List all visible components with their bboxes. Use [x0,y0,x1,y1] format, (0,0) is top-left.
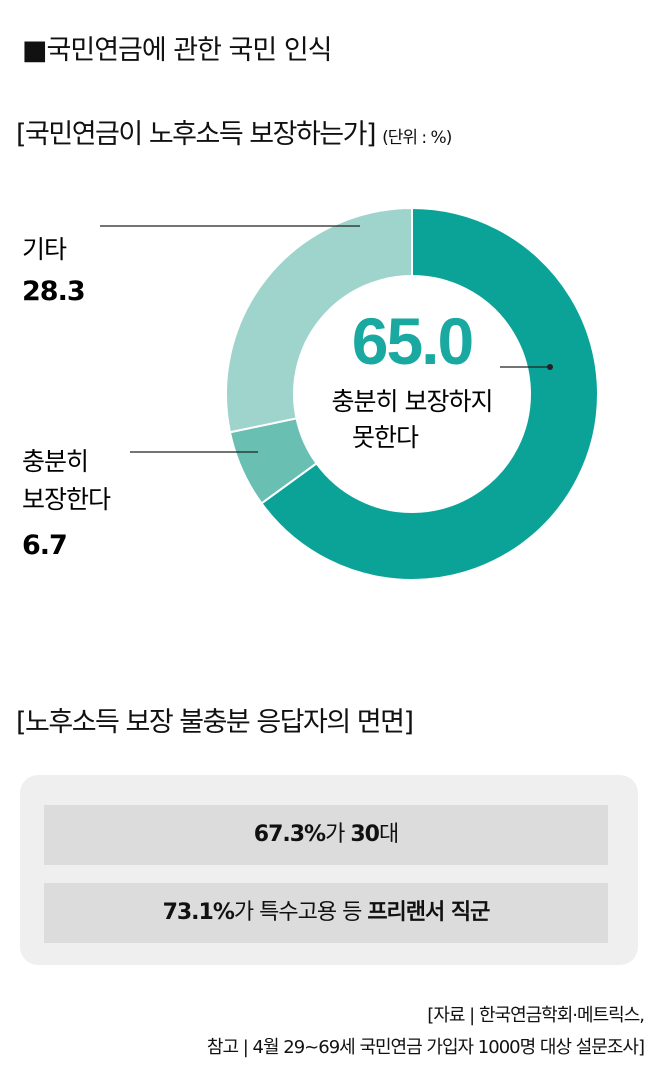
slice-label-other: 기타 [22,235,67,264]
slice-value-sufficient: 6.7 [22,530,67,561]
fact-bold: 73.1% [162,900,235,925]
facts-box: 67.3%가 30대 73.1%가 특수고용 등 프리랜서 직군 [20,775,638,965]
fact-text: 가 [325,822,351,847]
source-line: [자료 | 한국연금학회·메트릭스, [427,1005,645,1026]
fact-text: 대 [378,822,399,847]
fact-text: 가 특수고용 등 [233,900,368,925]
fact-bold: 30 [350,822,380,847]
leader-dot [547,364,553,370]
donut-slice-0 [260,206,599,581]
fact-bold: 67.3% [253,822,326,847]
source-line: 참고 | 4월 29~69세 국민연금 가입자 1000명 대상 설문조사] [206,1037,645,1058]
subtitle-text: [국민연금이 노후소득 보장하는가] [16,119,377,150]
slice-label-sufficient-line1: 충분히 [22,447,88,476]
slice-label-sufficient-line2: 보장한다 [22,485,111,514]
donut-chart: 65.0 충분히 보장하지 못한다 기타 28.3 충분히 보장한다 6.7 [22,206,599,581]
fact-bold: 프리랜서 직군 [367,900,490,925]
unit-label: (단위 : %) [382,128,452,148]
center-label-line1: 충분히 보장하지 [332,387,493,416]
fact-row: 73.1%가 특수고용 등 프리랜서 직군 [44,883,608,943]
slice-value-other: 28.3 [22,276,85,307]
source-note: [자료 | 한국연금학회·메트릭스, 참고 | 4월 29~69세 국민연금 가… [206,1000,645,1064]
chart-subtitle: [국민연금이 노후소득 보장하는가] (단위 : %) [16,112,452,151]
center-label-line2: 못한다 [352,423,419,452]
donut-slice-2 [225,206,413,434]
page-title: ■국민연금에 관한 국민 인식 [22,35,332,66]
section-subtitle: [노후소득 보장 불충분 응답자의 면면] [16,707,414,738]
center-value: 65.0 [352,304,472,378]
fact-row: 67.3%가 30대 [44,805,608,865]
